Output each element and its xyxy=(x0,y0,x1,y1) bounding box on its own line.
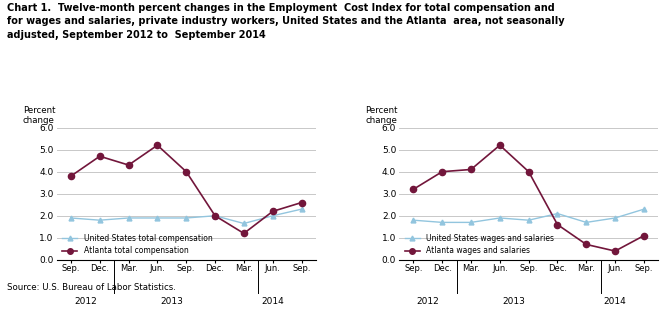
Point xyxy=(437,169,448,174)
Point xyxy=(94,154,105,159)
Point xyxy=(495,143,505,148)
Point xyxy=(610,249,620,254)
Point xyxy=(267,209,278,214)
United States wages and salaries xyxy=(611,216,619,220)
Point xyxy=(638,233,649,238)
Legend: United States wages and salaries, Atlanta wages and salaries: United States wages and salaries, Atlant… xyxy=(402,231,557,259)
Text: 2012: 2012 xyxy=(416,297,439,306)
United States total compensation xyxy=(211,214,219,218)
Text: Source: U.S. Bureau of Labor Statistics.: Source: U.S. Bureau of Labor Statistics. xyxy=(7,284,176,293)
Text: 2014: 2014 xyxy=(261,297,284,306)
Text: 2013: 2013 xyxy=(160,297,184,306)
United States wages and salaries xyxy=(640,207,648,211)
Line: United States wages and salaries: United States wages and salaries xyxy=(411,207,646,225)
Point xyxy=(66,174,76,179)
United States wages and salaries xyxy=(438,220,446,224)
Point xyxy=(523,169,534,174)
Point xyxy=(123,163,134,168)
Point xyxy=(152,143,163,148)
Text: 2014: 2014 xyxy=(604,297,626,306)
United States total compensation xyxy=(67,216,75,220)
United States total compensation xyxy=(182,216,190,220)
Point xyxy=(181,169,192,174)
Point xyxy=(581,242,592,247)
United States total compensation xyxy=(96,218,104,222)
United States total compensation xyxy=(240,222,248,226)
United States wages and salaries xyxy=(583,220,591,224)
United States wages and salaries xyxy=(467,220,475,224)
United States total compensation xyxy=(124,216,132,220)
United States wages and salaries xyxy=(525,218,533,222)
United States wages and salaries xyxy=(553,212,561,215)
Point xyxy=(408,187,419,192)
Point xyxy=(552,222,563,227)
Point xyxy=(239,231,249,236)
Text: Percent
change: Percent change xyxy=(23,106,55,125)
Point xyxy=(209,213,220,218)
Text: 2013: 2013 xyxy=(503,297,525,306)
Legend: United States total compensation, Atlanta total compensation: United States total compensation, Atlant… xyxy=(59,231,215,259)
Point xyxy=(296,200,307,205)
United States total compensation xyxy=(297,207,305,211)
United States wages and salaries xyxy=(496,216,504,220)
Text: Percent
change: Percent change xyxy=(365,106,398,125)
Text: 2012: 2012 xyxy=(74,297,96,306)
Text: Chart 1.  Twelve-month percent changes in the Employment  Cost Index for total c: Chart 1. Twelve-month percent changes in… xyxy=(7,3,565,40)
United States total compensation xyxy=(269,214,277,218)
United States wages and salaries xyxy=(410,218,418,222)
Point xyxy=(465,167,476,172)
United States total compensation xyxy=(154,216,162,220)
Line: United States total compensation: United States total compensation xyxy=(68,207,304,226)
